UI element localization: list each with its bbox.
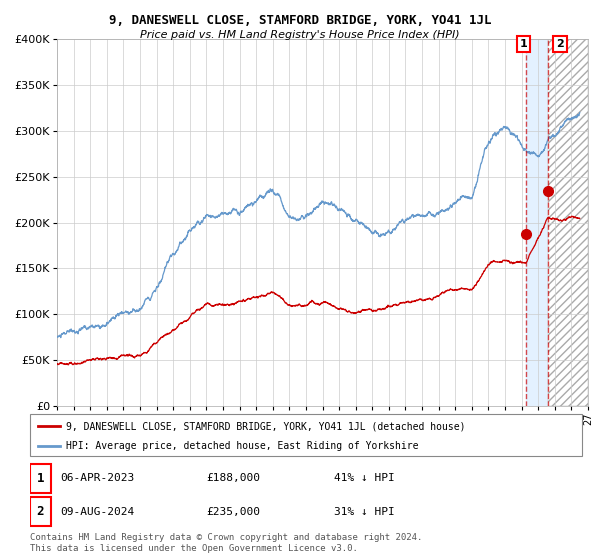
Text: £235,000: £235,000 <box>206 507 260 517</box>
Text: 9, DANESWELL CLOSE, STAMFORD BRIDGE, YORK, YO41 1JL (detached house): 9, DANESWELL CLOSE, STAMFORD BRIDGE, YOR… <box>66 421 466 431</box>
Text: 1: 1 <box>520 39 527 49</box>
Text: 31% ↓ HPI: 31% ↓ HPI <box>334 507 394 517</box>
Text: £188,000: £188,000 <box>206 473 260 483</box>
Text: Contains HM Land Registry data © Crown copyright and database right 2024.
This d: Contains HM Land Registry data © Crown c… <box>30 533 422 553</box>
Text: HPI: Average price, detached house, East Riding of Yorkshire: HPI: Average price, detached house, East… <box>66 441 418 451</box>
Bar <box>526 39 548 406</box>
Text: 2: 2 <box>556 39 564 49</box>
FancyBboxPatch shape <box>30 414 582 456</box>
Text: 2: 2 <box>37 505 44 519</box>
Text: Price paid vs. HM Land Registry's House Price Index (HPI): Price paid vs. HM Land Registry's House … <box>140 30 460 40</box>
FancyBboxPatch shape <box>30 497 51 526</box>
Text: 41% ↓ HPI: 41% ↓ HPI <box>334 473 394 483</box>
Text: 9, DANESWELL CLOSE, STAMFORD BRIDGE, YORK, YO41 1JL: 9, DANESWELL CLOSE, STAMFORD BRIDGE, YOR… <box>109 14 491 27</box>
Bar <box>548 39 588 406</box>
Bar <box>548 39 588 406</box>
FancyBboxPatch shape <box>30 464 51 493</box>
Text: 06-APR-2023: 06-APR-2023 <box>61 473 134 483</box>
Text: 09-AUG-2024: 09-AUG-2024 <box>61 507 134 517</box>
Text: 1: 1 <box>37 472 44 485</box>
